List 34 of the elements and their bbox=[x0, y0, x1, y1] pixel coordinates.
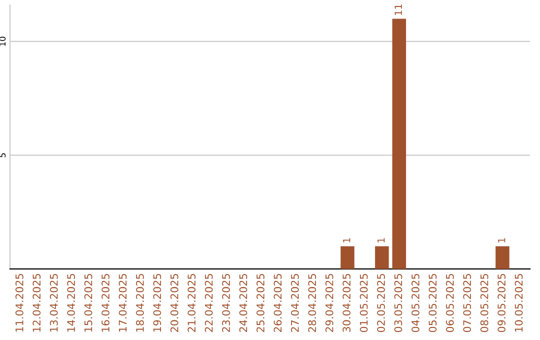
x-tick-label: 03.05.2025 bbox=[394, 274, 402, 332]
x-tick-label: 04.05.2025 bbox=[412, 274, 420, 332]
x-tick-label: 18.04.2025 bbox=[136, 274, 144, 332]
x-tick-label: 12.04.2025 bbox=[32, 274, 41, 332]
x-tick-label: 24.04.2025 bbox=[239, 274, 248, 332]
data-label: 1 bbox=[343, 238, 350, 242]
x-tick-label: 22.04.2025 bbox=[204, 274, 213, 332]
x-tick-label: 09.05.2025 bbox=[498, 274, 506, 332]
x-tick-label: 06.05.2025 bbox=[446, 274, 454, 332]
x-tick-label: 11.04.2025 bbox=[15, 274, 24, 332]
x-tick-label: 21.04.2025 bbox=[188, 274, 196, 332]
x-tick-label: 07.05.2025 bbox=[463, 274, 472, 332]
x-tick-label: 30.04.2025 bbox=[342, 274, 351, 332]
x-tick-label: 27.04.2025 bbox=[290, 274, 299, 332]
x-tick-label: 15.04.2025 bbox=[84, 274, 92, 332]
x-tick-label: 20.04.2025 bbox=[170, 274, 178, 332]
x-tick-label: 25.04.2025 bbox=[256, 274, 264, 332]
x-tick-label: 02.05.2025 bbox=[377, 274, 385, 332]
x-tick-label: 08.05.2025 bbox=[480, 274, 488, 332]
x-tick-label: 19.04.2025 bbox=[153, 274, 162, 332]
x-tick-label: 17.04.2025 bbox=[118, 274, 127, 332]
x-tick-label: 14.04.2025 bbox=[67, 274, 75, 332]
x-tick-label: 23.04.2025 bbox=[222, 274, 230, 332]
x-tick-label: 05.05.2025 bbox=[428, 274, 437, 332]
x-tick-label: 29.04.2025 bbox=[325, 274, 334, 332]
x-tick-label: 28.04.2025 bbox=[308, 274, 316, 332]
x-tick-label: 26.04.2025 bbox=[274, 274, 282, 332]
x-tick-label: 13.04.2025 bbox=[50, 274, 58, 332]
x-tick-label: 01.05.2025 bbox=[360, 274, 368, 332]
data-label: 1 bbox=[378, 238, 385, 242]
x-tick-label: 10.05.2025 bbox=[514, 274, 523, 332]
data-label: 11 bbox=[394, 4, 402, 15]
x-tick-label: 16.04.2025 bbox=[102, 274, 110, 332]
data-label: 1 bbox=[498, 238, 506, 242]
